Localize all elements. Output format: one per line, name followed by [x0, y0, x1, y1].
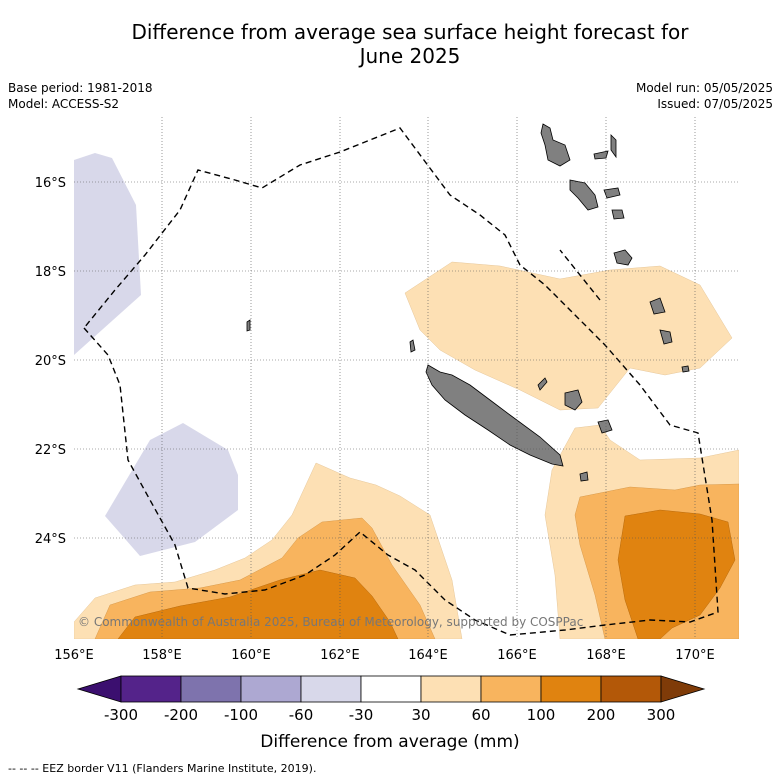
model-name: Model: ACCESS-S2 — [8, 97, 120, 111]
anomaly-region-pos-100-south — [117, 569, 399, 639]
vanuatu-malekula — [569, 179, 599, 211]
anomaly-region-neg-west — [74, 153, 141, 355]
lat-label: 18°S — [35, 265, 66, 280]
model-run-date: Model run: 05/05/2025 — [635, 81, 773, 95]
vanuatu-tanna — [659, 329, 673, 345]
colorbar-extend-high — [660, 675, 706, 703]
base-period: Base period: 1981-2018 — [8, 81, 153, 95]
colorbar-tick: 200 — [587, 706, 616, 724]
colorbar-tick: -300 — [104, 706, 138, 724]
map-title: Difference from average sea surface heig… — [40, 20, 780, 68]
colorbar-tick: 100 — [527, 706, 556, 724]
colorbar — [76, 675, 706, 703]
colorbar-swatch — [300, 675, 362, 703]
lon-label: 160°E — [231, 648, 271, 663]
graticule — [74, 117, 739, 639]
run-info: Model run: 05/05/2025 Issued: 07/05/2025 — [636, 80, 773, 112]
lon-label: 166°E — [497, 648, 537, 663]
land-masses — [246, 123, 690, 482]
colorbar-tick-labels: -300 -200 -100 -60 -30 30 60 100 200 300 — [104, 706, 675, 724]
longitude-labels: 156°E 158°E 160°E 162°E 164°E 166°E 168°… — [54, 648, 715, 663]
colorbar-tick: -100 — [224, 706, 258, 724]
vanuatu-maewo — [610, 134, 617, 159]
issued-date: Issued: 07/05/2025 — [657, 97, 773, 111]
colorbar-tick: 60 — [471, 706, 490, 724]
lon-label: 170°E — [675, 648, 715, 663]
colorbar-tick: -60 — [289, 706, 314, 724]
colorbar-tick: -200 — [164, 706, 198, 724]
colorbar-tick: 300 — [647, 706, 676, 724]
lon-label: 158°E — [142, 648, 182, 663]
colorbar-tick: -30 — [349, 706, 374, 724]
lon-label: 162°E — [320, 648, 360, 663]
model-info: Base period: 1981-2018 Model: ACCESS-S2 — [8, 80, 153, 112]
title-line-1: Difference from average sea surface heig… — [131, 20, 689, 44]
colorbar-swatch — [420, 675, 482, 703]
loyalty-islands-lifou — [564, 389, 583, 411]
lon-label: 164°E — [408, 648, 448, 663]
lon-label: 168°E — [586, 648, 626, 663]
copyright-notice: © Commonwealth of Australia 2025, Bureau… — [78, 615, 583, 629]
anomaly-region-neg-southwest — [105, 423, 238, 556]
colorbar-swatch — [120, 675, 182, 703]
anomaly-region-pos-100-southeast — [617, 509, 736, 639]
lat-label: 20°S — [35, 354, 66, 369]
vanuatu-espiritu-santo — [540, 123, 571, 167]
vanuatu-epi — [611, 209, 625, 220]
colorbar-swatch — [600, 675, 662, 703]
lat-label: 22°S — [35, 443, 66, 458]
vanuatu-ambae — [593, 150, 609, 160]
isle-of-pines — [579, 471, 589, 482]
lat-label: 16°S — [35, 176, 66, 191]
map-area: © Commonwealth of Australia 2025, Bureau… — [74, 117, 739, 639]
colorbar-swatch — [540, 675, 602, 703]
new-caledonia — [425, 364, 564, 467]
latitude-labels: 16°S 18°S 20°S 22°S 24°S — [35, 176, 66, 547]
colorbar-swatch — [180, 675, 242, 703]
eez-border-new-caledonia — [83, 127, 719, 636]
colorbar-extend-low — [76, 675, 122, 703]
vanuatu-erromango — [649, 297, 666, 315]
vanuatu-efate — [613, 249, 633, 266]
colorbar-swatch — [360, 675, 422, 703]
eez-legend-note: -- -- -- EEZ border V11 (Flanders Marine… — [8, 762, 317, 775]
colorbar-swatch — [240, 675, 302, 703]
loyalty-islands-ouvea — [537, 377, 548, 391]
title-line-2: June 2025 — [359, 44, 461, 68]
chesterfield-reef — [246, 319, 251, 332]
colorbar-tick: 30 — [411, 706, 430, 724]
belep-islands — [409, 339, 416, 353]
lat-label: 24°S — [35, 532, 66, 547]
loyalty-islands-mare — [597, 419, 613, 434]
colorbar-label: Difference from average (mm) — [260, 732, 519, 752]
colorbar-swatch — [480, 675, 542, 703]
lon-label: 156°E — [54, 648, 94, 663]
eez-border-vanuatu — [559, 249, 601, 301]
matthew-island — [681, 365, 690, 373]
eez-borders — [83, 127, 719, 636]
